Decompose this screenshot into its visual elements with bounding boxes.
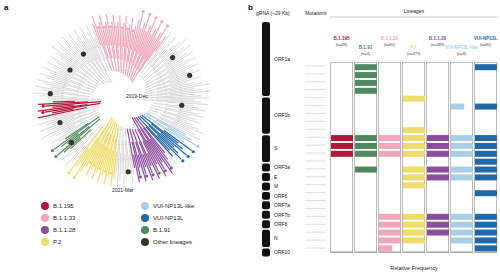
svg-text:B.1.195: B.1.195 — [333, 36, 350, 41]
svg-text:VUI-NP13L: VUI-NP13L — [153, 215, 184, 221]
svg-text:Lineages: Lineages — [404, 8, 425, 14]
svg-text:B.1.195: B.1.195 — [53, 203, 74, 209]
svg-text:P.2: P.2 — [53, 239, 62, 245]
svg-text:ORF7b: ORF7b — [274, 212, 290, 218]
svg-text:S: S — [274, 145, 278, 151]
svg-text:VUI-NP13L-like: VUI-NP13L-like — [445, 45, 478, 50]
svg-text:2019-Dec: 2019-Dec — [126, 93, 148, 99]
svg-text:a: a — [8, 3, 9, 12]
svg-text:N: N — [274, 235, 278, 241]
svg-text:(n=48): (n=48) — [336, 42, 348, 47]
svg-text:gRNA (~29 Kb): gRNA (~29 Kb) — [256, 10, 290, 16]
svg-text:B.1.91: B.1.91 — [153, 227, 171, 233]
svg-text:B.1.1.33: B.1.1.33 — [53, 215, 76, 221]
svg-text:ORF10: ORF10 — [274, 249, 290, 255]
svg-text:ORF1b: ORF1b — [274, 112, 290, 118]
svg-text:(n=4): (n=4) — [361, 51, 371, 56]
svg-text:ORF7a: ORF7a — [274, 202, 290, 208]
svg-text:P.2: P.2 — [410, 45, 417, 50]
svg-text:VUI-NP13L-like: VUI-NP13L-like — [153, 203, 195, 209]
svg-text:(n=60): (n=60) — [384, 42, 396, 47]
svg-text:E: E — [274, 174, 278, 180]
svg-text:Mutations: Mutations — [305, 10, 327, 16]
svg-text:2021-Mar: 2021-Mar — [112, 187, 134, 193]
svg-text:VUI-NP13L: VUI-NP13L — [474, 36, 492, 41]
svg-text:B.1.1.28: B.1.1.28 — [429, 36, 447, 41]
svg-text:(n=479): (n=479) — [407, 51, 422, 56]
svg-text:(n=80): (n=80) — [480, 42, 492, 47]
svg-text:ORF6: ORF6 — [274, 193, 288, 199]
svg-text:b: b — [248, 3, 253, 12]
svg-text:B.1.91: B.1.91 — [359, 45, 373, 50]
svg-text:ORF1a: ORF1a — [274, 56, 290, 62]
svg-text:Other lineages: Other lineages — [153, 239, 192, 245]
svg-text:B.1.1.28: B.1.1.28 — [53, 227, 76, 233]
svg-text:Relative Frequency: Relative Frequency — [390, 265, 438, 271]
svg-text:ORF8: ORF8 — [274, 221, 288, 227]
svg-text:(n=8): (n=8) — [457, 51, 467, 56]
svg-text:B.1.1.33: B.1.1.33 — [381, 36, 399, 41]
svg-text:M: M — [274, 183, 278, 189]
svg-text:ORF3a: ORF3a — [274, 164, 290, 170]
svg-text:(n=489): (n=489) — [431, 42, 446, 47]
